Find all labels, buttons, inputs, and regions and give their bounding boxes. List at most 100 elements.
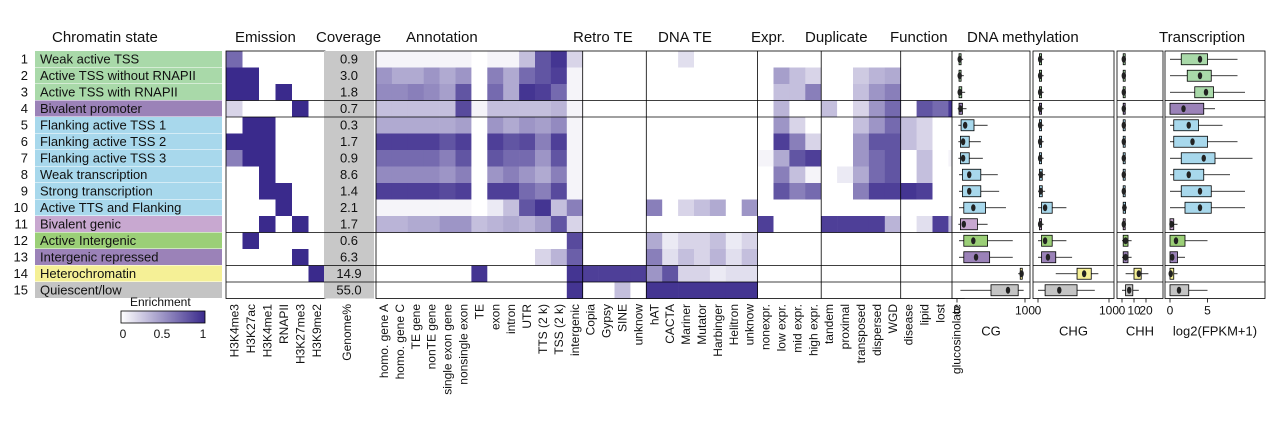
emission-cell: [259, 133, 276, 150]
annotation-cell: [407, 117, 424, 134]
annotation-column-label-utr: UTR: [520, 304, 534, 329]
annotation-cell: [868, 100, 886, 118]
annotation-cell: [884, 100, 901, 118]
annotation-column-label-helitron: Helitron: [727, 304, 741, 345]
median-marker: [1121, 220, 1127, 228]
state-number: 6: [21, 134, 28, 149]
annotation-cell: [741, 166, 758, 184]
annotation-cell: [471, 166, 488, 184]
annotation-cell: [662, 133, 679, 151]
annotation-cell: [423, 199, 440, 217]
annotation-cell: [853, 84, 870, 101]
annotation-column-label-unknow: unknow: [743, 304, 757, 346]
median-marker: [1037, 220, 1043, 228]
annotation-cell: [646, 216, 663, 233]
median-marker: [1203, 88, 1209, 96]
annotation-cell: [932, 216, 949, 233]
annotation-cell: [503, 216, 520, 233]
state-number: 15: [14, 283, 28, 298]
annotation-column-label-single-exon-gene: single exon gene: [441, 304, 455, 395]
emission-cell: [259, 265, 276, 282]
annotation-cell: [423, 166, 440, 184]
emission-cell: [242, 232, 259, 249]
coverage-value: 6.3: [340, 250, 358, 265]
annotation-cell: [805, 265, 822, 283]
annotation-cell: [503, 51, 520, 68]
emission-cell: [259, 183, 276, 200]
annotation-cell: [900, 199, 917, 217]
boxplot-panel-tx: 0 5 log2(FPKM+1): [1164, 50, 1266, 339]
annotation-cell: [789, 100, 806, 118]
annotation-cell: [868, 216, 886, 233]
state-number: 14: [14, 266, 28, 281]
annotation-cell: [853, 67, 870, 85]
annotation-column-label-exon: exon: [488, 304, 502, 330]
annotation-cell: [900, 67, 917, 85]
annotation-cell: [662, 216, 679, 233]
annotation-cell: [694, 249, 711, 266]
emission-cell: [275, 150, 292, 167]
emission-cell: [242, 133, 259, 150]
annotation-cell: [868, 166, 886, 184]
annotation-cell: [741, 117, 758, 134]
annotation-cell: [566, 232, 583, 250]
annotation-cell: [566, 265, 583, 283]
annotation-cell: [550, 166, 568, 184]
annotation-cell: [678, 216, 695, 233]
annotation-cell: [868, 51, 886, 68]
annotation-cell: [694, 166, 711, 184]
annotation-cell: [853, 166, 870, 184]
annotation-cell: [916, 265, 933, 283]
annotation-cell: [550, 133, 568, 151]
median-marker: [1123, 237, 1128, 245]
annotation-cell: [662, 150, 679, 167]
annotation-cell: [535, 150, 552, 167]
emission-cell: [275, 265, 292, 282]
annotation-cell: [471, 249, 488, 266]
annotation-cell: [487, 249, 504, 266]
annotation-cell: [932, 100, 949, 118]
annotation-cell: [773, 84, 790, 101]
box: [960, 119, 975, 132]
annotation-cell: [598, 133, 615, 151]
annotation-cell: [916, 150, 933, 167]
annotation-cell: [916, 67, 933, 85]
emission-cell: [292, 51, 309, 68]
annotation-cell: [694, 117, 711, 134]
annotation-column-label-homo-gene-a: homo. gene A: [377, 304, 391, 378]
median-marker: [1169, 220, 1174, 228]
annotation-cell: [407, 265, 424, 283]
annotation-cell: [916, 183, 933, 200]
annotation-cell: [789, 67, 806, 85]
annotation-column-label-nonte-gene: nonTE gene: [425, 304, 439, 370]
annotation-cell: [805, 100, 822, 118]
annotation-cell: [630, 133, 647, 151]
annotation-cell: [709, 166, 727, 184]
emission-cell: [275, 100, 292, 117]
annotation-cell: [662, 117, 679, 134]
annotation-column-label-intron: intron: [504, 304, 518, 334]
axis-tick-label: 100: [1015, 304, 1035, 318]
annotation-cell: [630, 84, 647, 101]
state-labels: 1 Weak active TSS 2 Active TSS without RNAP…: [14, 51, 222, 298]
median-marker: [1121, 187, 1127, 195]
annotation-cell: [725, 232, 742, 250]
annotation-cell: [821, 133, 838, 151]
annotation-cell: [471, 133, 488, 151]
annotation-cell: [487, 84, 504, 101]
annotation-cell: [376, 67, 393, 85]
median-marker: [1037, 154, 1043, 162]
header-emission: Emission: [235, 29, 296, 46]
annotation-cell: [614, 265, 631, 283]
emission-column-label: H3K4me3: [227, 304, 241, 358]
annotation-cell: [662, 249, 679, 266]
median-marker: [967, 171, 972, 179]
state-number: 11: [15, 217, 29, 232]
annotation-cell: [423, 249, 440, 266]
emission-cell: [275, 282, 292, 299]
coverage-value: 8.6: [340, 167, 358, 182]
annotation-cell: [487, 117, 504, 134]
coverage-column-label: Genome%: [340, 304, 354, 361]
annotation-cell: [566, 67, 583, 85]
emission-cell: [308, 84, 325, 101]
